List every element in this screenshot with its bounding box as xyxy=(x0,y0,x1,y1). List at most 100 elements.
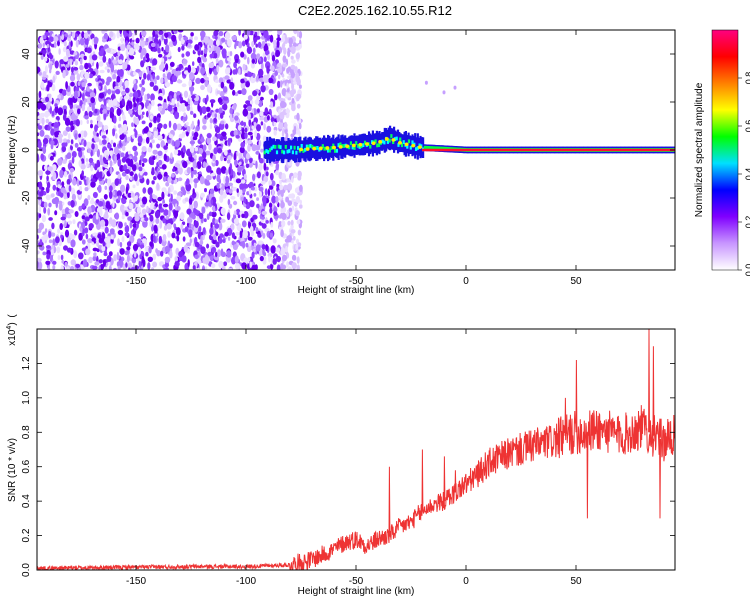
spectrogram-cell xyxy=(273,211,278,216)
spectrogram-cell xyxy=(180,223,184,230)
spectrogram-cell xyxy=(101,245,106,252)
spectrogram-cell xyxy=(146,110,149,118)
spectrogram-cell xyxy=(153,235,156,243)
spectrogram-cell xyxy=(109,150,113,157)
spectrogram-cell xyxy=(278,122,284,130)
trail-core xyxy=(267,150,270,154)
spectrogram-cell xyxy=(98,265,101,270)
spectrogram-cell xyxy=(246,245,252,253)
spectrogram-cell xyxy=(133,173,138,182)
spectrogram-cell xyxy=(260,62,264,71)
spectrogram-cell xyxy=(168,202,173,211)
spectrogram-cell xyxy=(57,228,61,234)
spectrogram-cell xyxy=(216,167,222,175)
spectrogram-cell xyxy=(224,39,228,45)
spectrogram-cell xyxy=(190,170,194,179)
spectrogram-cell xyxy=(169,243,173,249)
spectrogram-cell xyxy=(202,161,207,169)
spectrogram-cell xyxy=(78,205,83,212)
spectrogram-cell xyxy=(42,42,45,48)
spectrogram-cell xyxy=(218,30,224,37)
spectrogram-cell xyxy=(139,39,145,48)
spectrogram-cell xyxy=(226,79,232,84)
spectrogram-cell xyxy=(192,265,196,270)
spectrogram-cells xyxy=(37,30,457,270)
spectrogram-cell xyxy=(220,218,226,223)
spectrogram-cell xyxy=(259,157,264,164)
spectrogram-cell xyxy=(242,240,246,249)
spectrogram-cell xyxy=(52,260,57,265)
spectrogram-cell xyxy=(45,260,51,265)
spectrogram-cell xyxy=(176,235,180,242)
snr-series-line xyxy=(37,329,675,570)
spectrogram-cell xyxy=(204,201,210,207)
spectrogram-cell xyxy=(252,73,256,78)
trail-core xyxy=(323,146,326,151)
spectrogram-cell xyxy=(265,171,269,177)
spectrogram-cell xyxy=(102,55,107,63)
spectrogram-cell xyxy=(201,106,207,115)
trail-core xyxy=(441,146,444,151)
spectrogram-cell xyxy=(120,44,126,52)
spectrogram-cell xyxy=(181,53,185,58)
spectrogram-cell xyxy=(249,158,253,164)
spectrogram-cell xyxy=(97,200,104,207)
spectrogram-cell xyxy=(149,214,154,222)
spectrogram-cell xyxy=(108,251,113,257)
trail-core xyxy=(337,143,340,147)
spectrogram-cell xyxy=(106,242,111,248)
spectrogram-cell xyxy=(278,221,283,227)
spectrogram-cell xyxy=(48,230,52,239)
spectrogram-cell xyxy=(176,94,180,102)
spectrogram-cell xyxy=(152,195,158,200)
spectrogram-cell xyxy=(139,212,144,218)
colorbar: 0.0 0.2 0.4 0.6 0.8 Normalized spectral ampl… xyxy=(694,29,750,276)
spectrogram-cell xyxy=(227,38,232,47)
spectrogram-cell xyxy=(190,223,194,228)
spectrogram-cell xyxy=(247,105,252,112)
trail-hotspot xyxy=(404,142,409,147)
trail-band xyxy=(389,125,392,151)
trail-core xyxy=(291,150,294,155)
spectrogram-cell xyxy=(283,89,286,97)
spectrogram-cell xyxy=(73,51,78,56)
spectrogram-cell xyxy=(48,239,53,244)
trail-hotspot xyxy=(318,146,323,151)
spectrogram-cell xyxy=(243,196,247,204)
spectrogram-cell xyxy=(138,104,142,111)
spectrogram-cell xyxy=(176,79,183,84)
spectrogram-cell xyxy=(199,240,204,245)
spectrogram-cell xyxy=(177,30,184,33)
spectrogram-cell xyxy=(213,30,219,37)
spectrogram-cell xyxy=(132,96,136,103)
spectrogram-cell xyxy=(155,248,159,254)
spectrogram-cell xyxy=(42,71,47,78)
spectrogram-cell xyxy=(126,100,133,107)
spectrogram-cell xyxy=(265,166,269,171)
spectrogram-cell xyxy=(58,202,63,211)
spectrogram-cell xyxy=(132,71,137,76)
trail-core xyxy=(348,145,351,150)
spectrogram-cell xyxy=(135,68,141,73)
spectrogram-cell xyxy=(83,32,89,39)
spectrogram-cell xyxy=(191,120,195,128)
trail-core xyxy=(293,145,296,150)
spectrogram-cell xyxy=(60,232,64,236)
spectrogram-cell xyxy=(175,140,179,145)
spectrogram-cell xyxy=(266,37,270,41)
spectrogram-cell xyxy=(43,206,47,214)
spectrogram-cell xyxy=(130,192,136,198)
spectrogram-cell xyxy=(281,131,285,137)
spectrogram-cell xyxy=(87,148,92,154)
spectrogram-cell xyxy=(152,48,158,52)
trail-band xyxy=(400,134,404,152)
spectrogram-cell xyxy=(193,113,197,118)
trail-core xyxy=(311,144,314,149)
spectrogram-cell xyxy=(76,73,81,81)
spectrogram-cell xyxy=(70,239,76,248)
spectrogram-cell xyxy=(85,158,89,162)
spectrogram-cell xyxy=(37,257,42,263)
spectrogram-cell xyxy=(123,164,128,171)
spectrogram-cell xyxy=(291,83,295,91)
